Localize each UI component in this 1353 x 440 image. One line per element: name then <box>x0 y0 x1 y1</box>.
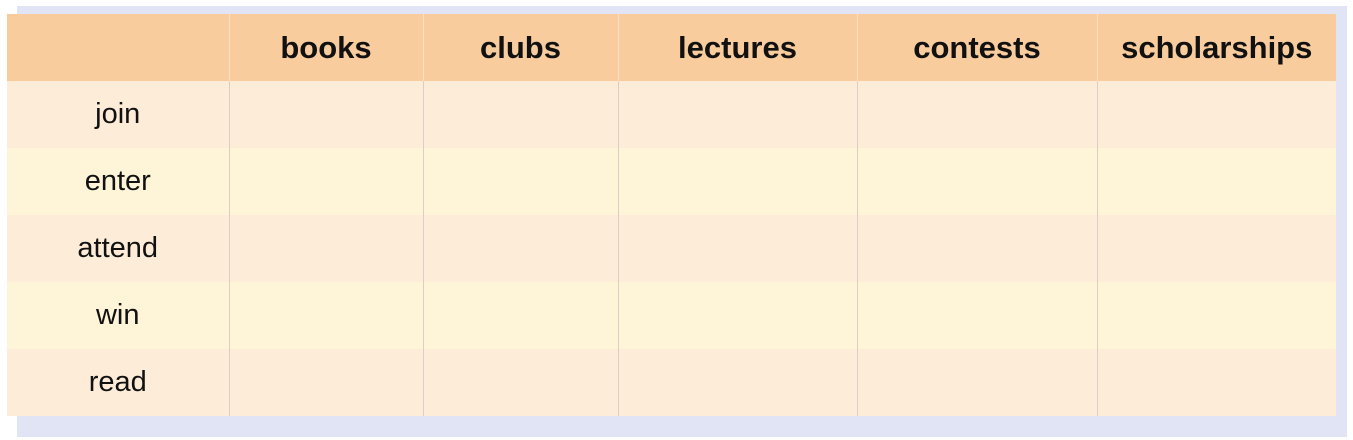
row-label: win <box>7 282 229 349</box>
table-cell <box>617 81 857 148</box>
table-cell <box>617 349 857 416</box>
table-cell <box>228 81 423 148</box>
table-cell <box>228 148 423 215</box>
table-row: win <box>7 282 1336 349</box>
table-cell <box>617 282 857 349</box>
word-table: books clubs lectures contests scholarshi… <box>7 14 1336 416</box>
table-row: attend <box>7 215 1336 282</box>
table-cell <box>856 282 1097 349</box>
table-cell <box>422 282 618 349</box>
table-cell <box>1096 148 1336 215</box>
table-cell <box>1096 81 1336 148</box>
table-cell <box>1096 282 1336 349</box>
table-cell <box>422 148 618 215</box>
header-scholarships: scholarships <box>1096 14 1336 81</box>
table-cell <box>228 282 423 349</box>
table-row: join <box>7 81 1336 148</box>
table-cell <box>228 349 423 416</box>
header-books: books <box>228 14 423 81</box>
table-row: read <box>7 349 1336 416</box>
table-cell <box>856 148 1097 215</box>
table-cell <box>856 349 1097 416</box>
table-cell <box>228 215 423 282</box>
table-cell <box>617 215 857 282</box>
header-clubs: clubs <box>422 14 618 81</box>
table-cell <box>856 215 1097 282</box>
header-cell-empty <box>7 14 229 81</box>
row-label: attend <box>7 215 229 282</box>
row-label: enter <box>7 148 229 215</box>
table-cell <box>1096 349 1336 416</box>
table-cell <box>617 148 857 215</box>
table-cell <box>422 349 618 416</box>
header-contests: contests <box>856 14 1097 81</box>
table-cell <box>856 81 1097 148</box>
header-row: books clubs lectures contests scholarshi… <box>7 14 1336 81</box>
table-cell <box>1096 215 1336 282</box>
table-row: enter <box>7 148 1336 215</box>
row-label: join <box>7 81 229 148</box>
table-cell <box>422 215 618 282</box>
header-lectures: lectures <box>617 14 857 81</box>
row-label: read <box>7 349 229 416</box>
table-cell <box>422 81 618 148</box>
